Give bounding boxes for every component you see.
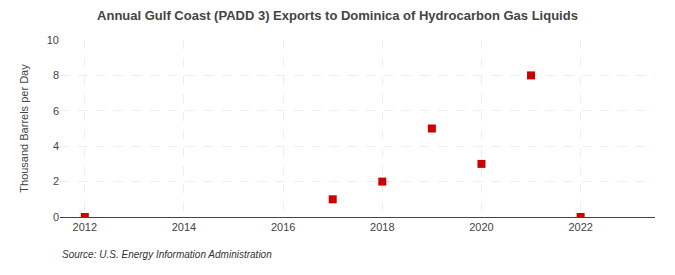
svg-text:Thousand Barrels per Day: Thousand Barrels per Day	[18, 64, 30, 193]
svg-text:2016: 2016	[271, 221, 295, 233]
svg-text:Annual Gulf Coast (PADD 3) Exp: Annual Gulf Coast (PADD 3) Exports to Do…	[97, 8, 578, 23]
svg-text:Source: U.S. Energy Informatio: Source: U.S. Energy Information Administ…	[62, 249, 272, 260]
svg-text:8: 8	[53, 69, 59, 81]
svg-text:2014: 2014	[172, 221, 196, 233]
svg-text:2012: 2012	[73, 221, 97, 233]
svg-text:2: 2	[53, 175, 59, 187]
svg-text:0: 0	[53, 211, 59, 223]
svg-text:4: 4	[53, 140, 59, 152]
svg-text:6: 6	[53, 105, 59, 117]
svg-text:2018: 2018	[370, 221, 394, 233]
svg-text:2020: 2020	[469, 221, 493, 233]
svg-text:10: 10	[47, 34, 59, 46]
svg-text:2022: 2022	[568, 221, 592, 233]
